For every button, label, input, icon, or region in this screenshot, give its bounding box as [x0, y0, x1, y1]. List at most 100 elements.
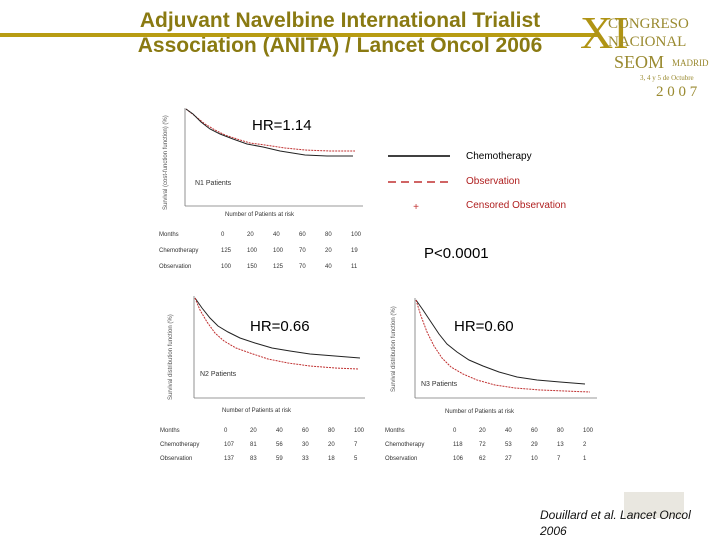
roman-numeral: XI: [580, 7, 629, 58]
risk-cell: 100: [221, 264, 232, 270]
risk-cell: 33: [302, 456, 309, 462]
risk-cell: 100: [351, 232, 362, 238]
legend-observation: Observation: [466, 176, 520, 187]
risk-cell: 11: [351, 264, 358, 270]
km-panel-left: Survival distribution function (%) N2 Pa…: [160, 288, 375, 468]
y-axis-label-top: Survival (cost-function function) (%): [163, 115, 169, 210]
risk-cell: 20: [328, 442, 335, 448]
risk-title-top: Number of Patients at risk: [225, 212, 295, 218]
n-label-right: N3 Patients: [421, 381, 458, 388]
hr-right: HR=0.60: [454, 318, 514, 335]
risk-table-top: Months Chemotherapy Observation 0 20 40 …: [159, 232, 362, 270]
title-line-2: Association (ANITA) / Lancet Oncol 2006: [137, 34, 543, 57]
n-label-top: N1 Patients: [195, 180, 232, 187]
legend-censored: Censored Observation: [466, 200, 567, 211]
logo-nacional: NACIONAL: [608, 34, 687, 50]
risk-cell: 83: [250, 456, 257, 462]
risk-cell: 20: [247, 232, 254, 238]
km-panel-top: Survival (cost-function function) (%) N1…: [155, 100, 375, 275]
risk-cell: 60: [302, 428, 309, 434]
chemotherapy-curve-left: [194, 297, 361, 359]
risk-title-right: Number of Patients at risk: [445, 409, 515, 415]
risk-title-left: Number of Patients at risk: [222, 408, 292, 414]
risk-cell: 81: [250, 442, 257, 448]
risk-cell: 70: [299, 264, 306, 270]
n-label-left: N2 Patients: [200, 371, 237, 378]
risk-cell: 80: [557, 428, 564, 434]
risk-cell: 40: [505, 428, 512, 434]
legend-chemotherapy: Chemotherapy: [466, 151, 532, 162]
risk-cell: 7: [354, 442, 358, 448]
risk-cell: 80: [325, 232, 332, 238]
risk-cell: 18: [328, 456, 335, 462]
logo-seom: SEOM: [614, 52, 665, 72]
risk-cell: 80: [328, 428, 335, 434]
risk-cell: 20: [325, 248, 332, 254]
risk-cell: 40: [276, 428, 283, 434]
risk-cell: 13: [557, 442, 564, 448]
risk-row-label: Months: [160, 428, 180, 434]
risk-table-left: Months Chemotherapy Observation 0 20 40 …: [160, 428, 365, 462]
risk-cell: 72: [479, 442, 486, 448]
title-underline: [0, 33, 600, 37]
risk-cell: 27: [505, 456, 512, 462]
censored-mark-icon: +: [413, 202, 419, 212]
observation-curve-left: [194, 297, 359, 370]
y-axis-label-right: Survival distribution function (%): [391, 306, 397, 392]
risk-table-right: Months Chemotherapy Observation 0 20 40 …: [385, 428, 594, 462]
observation-curve-top: [185, 108, 355, 152]
risk-row-label: Months: [385, 428, 405, 434]
risk-cell: 100: [354, 428, 365, 434]
risk-cell: 100: [247, 248, 258, 254]
risk-cell: 59: [276, 456, 283, 462]
risk-cell: 5: [354, 456, 358, 462]
km-plot-top: Survival (cost-function function) (%) N1…: [159, 108, 363, 270]
legend-swatches: +: [388, 155, 450, 212]
risk-cell: 7: [557, 456, 561, 462]
risk-cell: 56: [276, 442, 283, 448]
risk-cell: 19: [351, 248, 358, 254]
risk-cell: 40: [325, 264, 332, 270]
hr-left: HR=0.66: [250, 318, 310, 335]
km-plot-left: Survival distribution function (%) N2 Pa…: [160, 296, 365, 462]
risk-cell: 29: [531, 442, 538, 448]
risk-cell: 106: [453, 456, 464, 462]
observation-curve-right: [415, 299, 591, 393]
risk-cell: 0: [224, 428, 228, 434]
risk-cell: 0: [453, 428, 457, 434]
km-plot-right: Survival distribution function (%) N3 Pa…: [385, 298, 597, 462]
risk-cell: 125: [273, 264, 284, 270]
risk-cell: 137: [224, 456, 235, 462]
risk-row-label: Observation: [159, 264, 191, 270]
risk-cell: 62: [479, 456, 486, 462]
seom-mini-logo: [624, 492, 684, 518]
risk-row-label: Months: [159, 232, 179, 238]
risk-cell: 118: [453, 442, 463, 448]
title-line-1: Adjuvant Navelbine International Trialis…: [139, 9, 541, 32]
chemotherapy-curve-top: [185, 108, 353, 157]
risk-row-label: Chemotherapy: [385, 442, 424, 448]
km-panel-right: Survival distribution function (%) N3 Pa…: [385, 292, 605, 468]
risk-cell: 100: [583, 428, 594, 434]
hr-top: HR=1.14: [252, 117, 312, 134]
slide-title: Adjuvant Navelbine International Trialis…: [70, 8, 610, 58]
risk-cell: 20: [250, 428, 257, 434]
risk-row-label: Chemotherapy: [159, 248, 198, 254]
risk-cell: 20: [479, 428, 486, 434]
logo-dates: 3, 4 y 5 de Octubre: [640, 74, 694, 82]
risk-row-label: Chemotherapy: [160, 442, 199, 448]
risk-row-label: Observation: [385, 456, 417, 462]
risk-cell: 60: [531, 428, 538, 434]
risk-cell: 100: [273, 248, 284, 254]
risk-cell: 2: [583, 442, 587, 448]
risk-cell: 1: [583, 456, 587, 462]
risk-cell: 30: [302, 442, 309, 448]
risk-cell: 150: [247, 264, 258, 270]
p-value: P<0.0001: [424, 245, 489, 262]
logo-congreso: CONGRESO: [608, 16, 689, 32]
logo-year: 2 0 0 7: [656, 84, 698, 100]
y-axis-label-left: Survival distribution function (%): [168, 314, 174, 400]
risk-cell: 125: [221, 248, 232, 254]
risk-cell: 107: [224, 442, 235, 448]
risk-cell: 40: [273, 232, 280, 238]
